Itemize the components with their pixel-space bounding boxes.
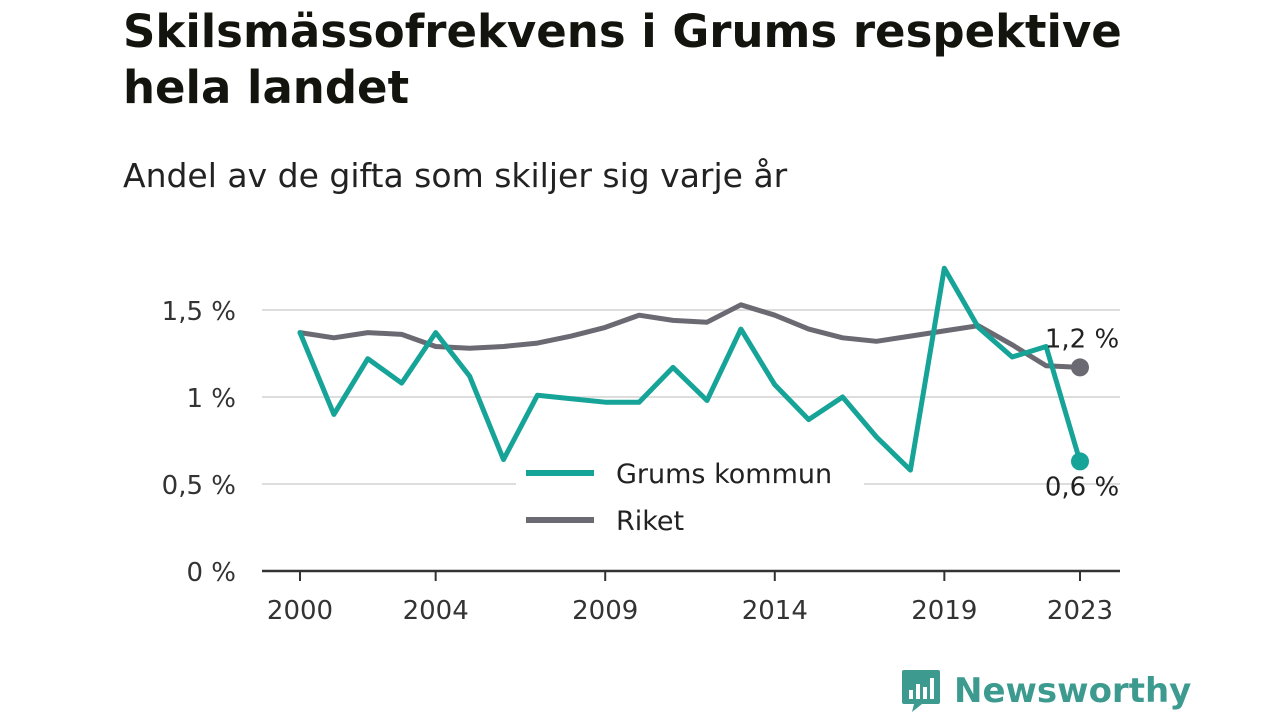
x-tick-label: 2009 <box>572 596 638 626</box>
x-tick-label: 2014 <box>742 596 808 626</box>
x-tick-label: 2004 <box>403 596 469 626</box>
x-tick-label: 2023 <box>1047 596 1113 626</box>
series-end-point <box>1071 358 1089 377</box>
y-tick-label: 1,5 % <box>162 297 236 327</box>
end-value-label: 0,6 % <box>1045 472 1119 502</box>
y-tick-label: 0,5 % <box>162 471 236 501</box>
brand-name: Newsworthy <box>954 671 1192 711</box>
x-tick-label: 2019 <box>911 596 977 626</box>
legend-label: Riket <box>616 506 684 537</box>
chart-subtitle: Andel av de gifta som skiljer sig varje … <box>123 156 788 195</box>
y-tick-label: 1 % <box>186 384 236 414</box>
legend-label: Grums kommun <box>616 459 832 490</box>
x-tick-label: 2000 <box>267 596 333 626</box>
newsworthy-logo-icon <box>902 670 940 712</box>
series-line-grums <box>297 265 1083 473</box>
end-value-label: 1,2 % <box>1045 324 1119 354</box>
series-end-point <box>1071 452 1089 471</box>
y-tick-label: 0 % <box>186 558 236 588</box>
brand-logo[interactable]: Newsworthy <box>900 668 1191 714</box>
chart-title: Skilsmässofrekvens i Grums respektive he… <box>123 5 1122 114</box>
